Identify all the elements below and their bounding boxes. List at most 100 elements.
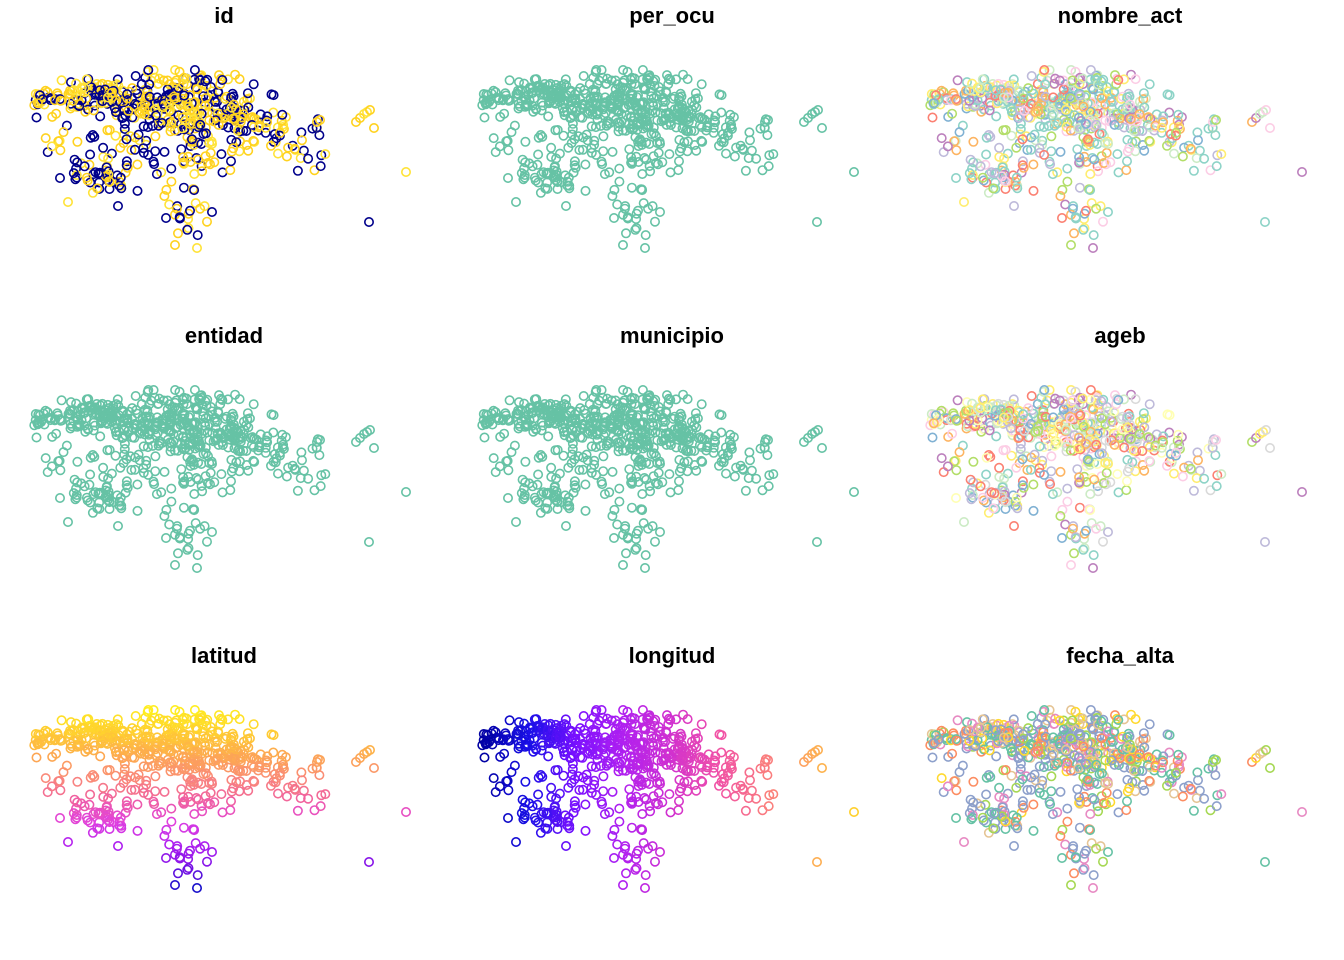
data-point <box>1173 429 1184 440</box>
data-point <box>596 385 607 396</box>
data-point <box>764 150 775 161</box>
data-point <box>1216 149 1227 160</box>
data-point <box>633 758 644 769</box>
data-point <box>185 438 196 449</box>
data-point <box>542 85 553 96</box>
data-point <box>652 115 663 126</box>
data-point <box>755 763 766 774</box>
data-point <box>119 745 130 756</box>
data-point <box>605 118 616 129</box>
data-point <box>132 408 143 419</box>
data-point <box>170 880 181 891</box>
data-point <box>569 774 580 785</box>
data-point <box>661 119 672 130</box>
data-point <box>717 129 728 140</box>
data-point <box>503 415 514 426</box>
data-point <box>1017 480 1028 491</box>
panel-id: id <box>0 0 448 320</box>
data-point <box>1296 167 1307 178</box>
data-point <box>228 783 239 794</box>
data-point <box>600 92 611 103</box>
data-point <box>144 411 155 422</box>
data-point <box>132 185 143 196</box>
data-point <box>722 447 733 458</box>
data-point <box>643 119 654 130</box>
data-point <box>613 104 624 115</box>
data-point <box>1085 489 1096 500</box>
data-point <box>1066 65 1077 76</box>
data-point <box>694 440 705 451</box>
data-point <box>1029 449 1040 460</box>
point-map <box>29 385 411 574</box>
data-point <box>1040 79 1051 90</box>
data-point <box>1023 403 1034 414</box>
data-point <box>1109 439 1120 450</box>
data-point <box>133 769 144 780</box>
data-point <box>581 449 592 460</box>
data-point <box>617 733 628 744</box>
data-point <box>110 770 121 781</box>
data-point <box>87 450 98 461</box>
data-point <box>314 115 325 126</box>
data-point <box>938 467 949 478</box>
data-point <box>1117 91 1128 102</box>
panel-per-ocu: per_ocu <box>448 0 896 320</box>
data-point <box>566 112 577 123</box>
data-point <box>591 65 602 76</box>
data-point <box>640 243 651 254</box>
data-point <box>1122 422 1133 433</box>
data-point <box>630 101 641 112</box>
data-point <box>85 789 96 800</box>
data-point <box>655 527 666 538</box>
data-point <box>725 749 736 760</box>
panel-title: per_ocu <box>629 3 715 28</box>
data-point <box>1057 184 1068 195</box>
data-point <box>690 728 701 739</box>
data-point <box>206 406 217 417</box>
data-point <box>170 385 181 396</box>
data-point <box>1057 504 1068 515</box>
data-point <box>503 735 514 746</box>
data-point <box>626 182 637 193</box>
data-point <box>970 101 981 112</box>
data-point <box>210 416 221 427</box>
data-point <box>643 523 654 534</box>
data-point <box>123 745 134 756</box>
data-point <box>981 132 992 143</box>
data-point <box>178 182 189 193</box>
data-point <box>243 102 254 113</box>
data-point <box>400 487 411 498</box>
data-point <box>812 425 823 436</box>
data-point <box>537 402 548 413</box>
data-point <box>610 395 621 406</box>
data-point <box>158 395 169 406</box>
data-point <box>204 419 215 430</box>
data-point <box>635 774 646 785</box>
data-point <box>199 105 210 116</box>
data-point <box>1073 432 1084 443</box>
data-point <box>479 752 490 763</box>
data-point <box>1089 474 1100 485</box>
data-point <box>53 776 64 787</box>
point-map <box>477 385 859 574</box>
data-point <box>1047 489 1058 500</box>
data-point <box>981 452 992 463</box>
data-point <box>1096 76 1107 87</box>
data-point <box>529 172 540 183</box>
data-point <box>32 738 43 749</box>
data-point <box>260 442 271 453</box>
data-point <box>622 212 633 223</box>
data-point <box>606 75 617 86</box>
data-point <box>1057 533 1068 544</box>
data-point <box>30 409 41 420</box>
data-point <box>991 111 1002 122</box>
data-point <box>56 715 67 726</box>
data-point <box>674 742 685 753</box>
data-point <box>1130 74 1141 85</box>
data-point <box>40 453 51 464</box>
data-point <box>629 417 640 428</box>
data-point <box>591 469 602 480</box>
data-point <box>590 442 601 453</box>
data-point <box>121 134 132 145</box>
data-point <box>564 183 575 194</box>
